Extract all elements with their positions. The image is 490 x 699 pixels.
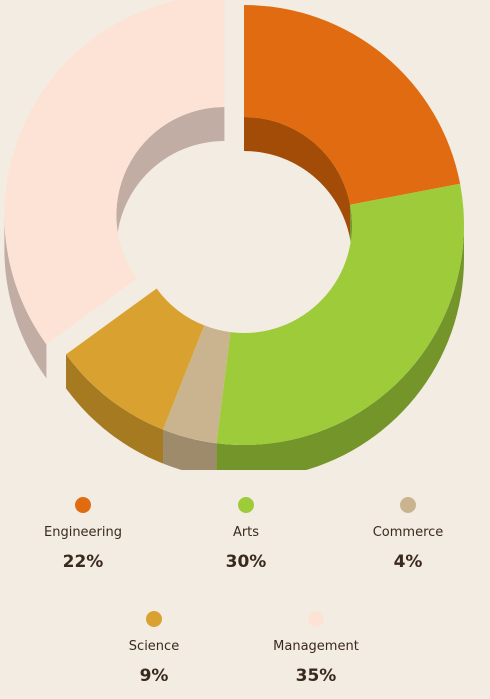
- legend-dot-icon: [75, 497, 91, 513]
- legend-value: 22%: [62, 552, 104, 572]
- legend-dot-icon: [146, 611, 162, 627]
- legend-label: Engineering: [44, 525, 122, 540]
- legend-item-commerce: Commerce 4%: [338, 497, 478, 572]
- legend-label: Management: [273, 639, 359, 654]
- legend-item-engineering: Engineering 22%: [13, 497, 153, 572]
- inner-wall-engineering: [244, 117, 351, 239]
- legend-dot-icon: [308, 611, 324, 627]
- legend-label: Arts: [232, 525, 260, 540]
- slice-science: [66, 288, 205, 430]
- inner-wall-management: [116, 107, 225, 250]
- legend-value: 35%: [295, 666, 337, 686]
- outer-wall-commerce: [163, 429, 217, 470]
- legend-item-science: Science 9%: [84, 611, 224, 686]
- slice-arts: [216, 183, 464, 446]
- legend-item-management: Management 35%: [246, 611, 386, 686]
- legend-dot-icon: [400, 497, 416, 513]
- legend-value: 4%: [393, 552, 423, 572]
- legend-dot-icon: [238, 497, 254, 513]
- outer-wall-science: [66, 354, 164, 464]
- slice-commerce: [163, 325, 231, 444]
- legend-value: 9%: [139, 666, 169, 686]
- outer-wall-management: [4, 215, 47, 379]
- donut-chart: [4, 0, 464, 470]
- outer-wall-arts: [216, 225, 464, 470]
- legend-label: Commerce: [372, 525, 444, 540]
- legend-label: Science: [128, 639, 180, 654]
- slice-management: [4, 0, 225, 345]
- legend-item-arts: Arts 30%: [176, 497, 316, 572]
- slice-engineering: [244, 5, 461, 205]
- legend-value: 30%: [225, 552, 267, 572]
